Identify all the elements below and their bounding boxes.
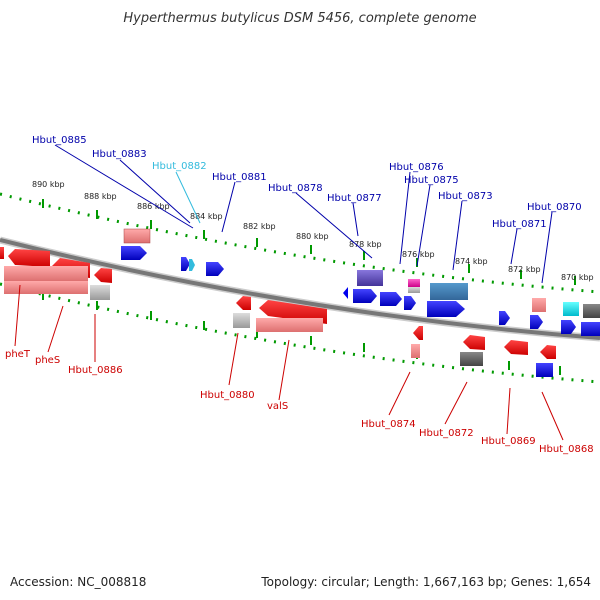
gene-arrow[interactable] (94, 268, 112, 283)
scale-label: 878 kbp (349, 240, 382, 249)
gene-label[interactable]: Hbut_0885 (32, 135, 87, 146)
scale-label: 876 kbp (402, 250, 435, 259)
gene-block[interactable] (536, 363, 553, 377)
gene-block[interactable] (123, 228, 151, 244)
top-leader-lines (54, 144, 553, 284)
gene-arrow[interactable] (463, 335, 485, 350)
gene-block[interactable] (357, 270, 383, 286)
gene-label[interactable]: Hbut_0883 (92, 149, 147, 160)
scale-label: 872 kbp (508, 265, 541, 274)
forward-genes (121, 228, 600, 336)
gene-block[interactable] (90, 285, 110, 300)
gene-block[interactable] (411, 344, 420, 358)
gene-arrow[interactable] (540, 345, 556, 359)
gene-label[interactable]: Hbut_0881 (212, 172, 267, 183)
map-title: Hyperthermus butylicus DSM 5456, complet… (123, 11, 476, 26)
gene-label[interactable]: Hbut_0873 (438, 191, 493, 202)
gene-label[interactable]: valS (267, 401, 288, 412)
gene-label[interactable]: Hbut_0877 (327, 193, 382, 204)
gene-block[interactable] (563, 302, 579, 316)
gene-arrow[interactable] (236, 296, 251, 310)
gene-block[interactable] (256, 318, 323, 332)
gene-arrow[interactable] (181, 257, 190, 271)
gene-label[interactable]: Hbut_0878 (268, 183, 323, 194)
gene-arrow[interactable] (353, 289, 377, 303)
scale-label: 874 kbp (455, 257, 488, 266)
genome-backbone (0, 236, 600, 342)
bottom-leader-lines (14, 284, 564, 441)
gene-block[interactable] (4, 266, 88, 281)
scale-labels: 890 kbp 888 kbp 886 kbp 884 kbp 882 kbp … (32, 180, 594, 282)
scale-label: 886 kbp (137, 202, 170, 211)
gene-arrow[interactable] (499, 311, 510, 325)
gene-block[interactable] (233, 313, 250, 328)
topology-text: Topology: circular; Length: 1,667,163 bp… (260, 575, 591, 589)
gene-arrow[interactable] (343, 287, 348, 299)
gene-label[interactable]: Hbut_0872 (419, 428, 474, 439)
top-gene-labels: Hbut_0885 Hbut_0883 Hbut_0882 Hbut_0881 … (32, 135, 582, 230)
gene-label[interactable]: Hbut_0880 (200, 390, 255, 401)
scale-label: 888 kbp (84, 192, 117, 201)
gene-arrow[interactable] (561, 320, 576, 334)
gene-label[interactable]: Hbut_0882 (152, 161, 207, 172)
gene-arrow[interactable] (530, 315, 543, 329)
bottom-gene-labels: pheT pheS Hbut_0886 Hbut_0880 valS Hbut_… (5, 349, 594, 455)
gene-block[interactable] (4, 281, 88, 294)
gene-block[interactable] (532, 298, 546, 312)
gene-block[interactable] (408, 287, 420, 293)
gene-label[interactable]: pheT (5, 349, 31, 360)
gene-arrow[interactable] (380, 292, 402, 306)
gene-arrow[interactable] (404, 296, 416, 310)
gene-label[interactable]: Hbut_0870 (527, 202, 582, 213)
gene-arrow[interactable] (413, 326, 423, 340)
scale-label: 880 kbp (296, 232, 329, 241)
gene-label[interactable]: Hbut_0869 (481, 436, 536, 447)
gene-label[interactable]: Hbut_0874 (361, 419, 416, 430)
gene-block[interactable] (581, 322, 600, 336)
gene-arrow[interactable] (8, 249, 50, 267)
gene-arrow[interactable] (504, 340, 528, 355)
gene-arrow[interactable] (206, 262, 224, 276)
gene-label[interactable]: Hbut_0871 (492, 219, 547, 230)
gene-block[interactable] (408, 279, 420, 287)
gene-block[interactable] (583, 304, 600, 318)
gene-arrow[interactable] (427, 301, 465, 317)
reverse-genes (0, 247, 556, 377)
gene-label[interactable]: Hbut_0886 (68, 365, 123, 376)
scale-label: 882 kbp (243, 222, 276, 231)
gene-label[interactable]: Hbut_0875 (404, 175, 459, 186)
accession-text: Accession: NC_008818 (10, 575, 146, 589)
scale-label: 870 kbp (561, 273, 594, 282)
gene-arrow[interactable] (121, 246, 147, 260)
gene-label[interactable]: pheS (35, 355, 60, 366)
gene-block[interactable] (460, 352, 483, 366)
scale-label: 884 kbp (190, 212, 223, 221)
gene-arrow[interactable] (189, 259, 195, 271)
scale-label: 890 kbp (32, 180, 65, 189)
gene-label[interactable]: Hbut_0876 (389, 162, 444, 173)
gene-label[interactable]: Hbut_0868 (539, 444, 594, 455)
gene-block[interactable] (430, 283, 468, 300)
gene-arrow[interactable] (0, 247, 4, 259)
